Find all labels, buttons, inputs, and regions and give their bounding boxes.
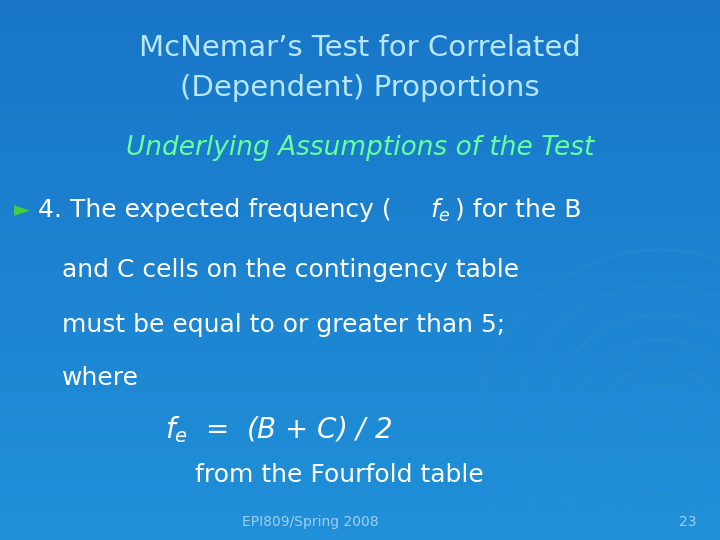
Text: where: where — [62, 366, 139, 390]
Text: McNemar’s Test for Correlated: McNemar’s Test for Correlated — [139, 34, 581, 62]
Text: must be equal to or greater than 5;: must be equal to or greater than 5; — [62, 313, 505, 337]
Text: ) for the B: ) for the B — [455, 198, 582, 222]
Text: 23: 23 — [679, 515, 697, 529]
Text: 4. The expected frequency (: 4. The expected frequency ( — [38, 198, 392, 222]
Text: Underlying Assumptions of the Test: Underlying Assumptions of the Test — [126, 135, 594, 161]
Text: from the Fourfold table: from the Fourfold table — [195, 463, 484, 487]
Text: EPI809/Spring 2008: EPI809/Spring 2008 — [242, 515, 378, 529]
Text: and C cells on the contingency table: and C cells on the contingency table — [62, 258, 519, 282]
Text: (Dependent) Proportions: (Dependent) Proportions — [180, 74, 540, 102]
Text: $f_e$  =  (B + C) / 2: $f_e$ = (B + C) / 2 — [165, 415, 392, 446]
Text: $f_e$: $f_e$ — [430, 197, 451, 224]
Text: ►: ► — [14, 200, 30, 220]
